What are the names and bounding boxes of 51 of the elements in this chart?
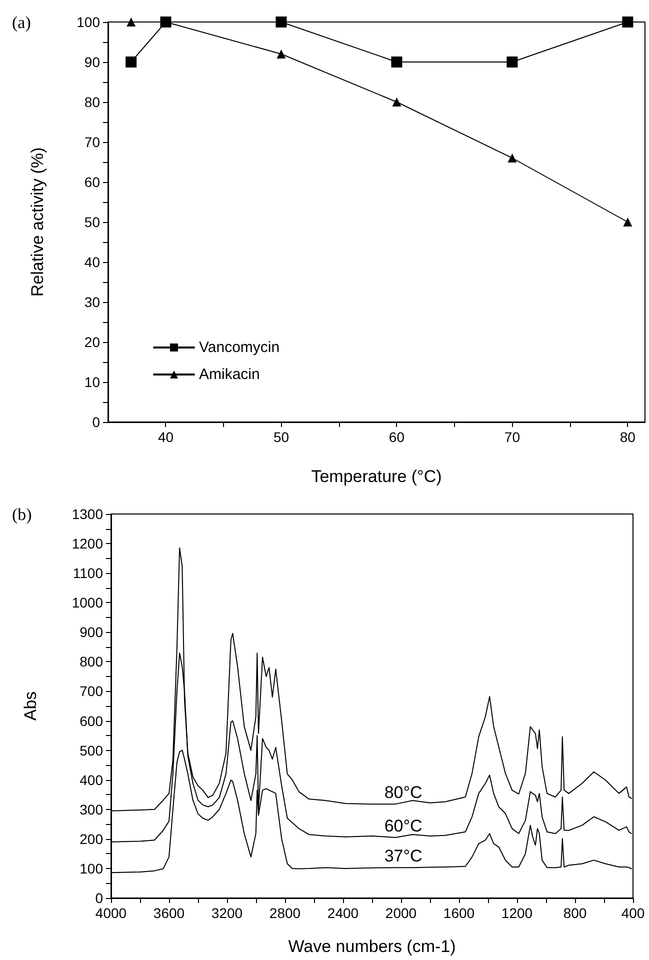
y-tick-label: 20 — [84, 334, 100, 350]
legend-label: Vancomycin — [199, 339, 280, 356]
y-tick-label: 0 — [95, 890, 104, 906]
x-axis-title: Wave numbers (cm-1) — [288, 937, 456, 956]
x-tick-label: 2400 — [327, 905, 359, 921]
y-tick-label: 80 — [84, 94, 100, 110]
y-tick-label: 1300 — [72, 506, 104, 522]
x-tick-label: 70 — [504, 429, 520, 445]
y-tick-label: 40 — [84, 254, 100, 270]
y-tick-label: 600 — [80, 712, 104, 729]
x-tick-label: 400 — [621, 905, 645, 921]
x-axis-title: Temperature (°C) — [311, 467, 442, 486]
series-label: 60°C — [384, 816, 422, 836]
text: (a) — [12, 13, 31, 32]
y-tick-label: 60 — [84, 174, 100, 190]
y-tick-label: 1200 — [72, 536, 104, 552]
y-tick-label: 900 — [80, 624, 104, 640]
y-tick-label: 800 — [80, 654, 104, 670]
y-tick-label: 10 — [84, 374, 100, 390]
text: (b) — [12, 505, 32, 524]
x-tick-label: 4000 — [95, 905, 127, 921]
x-tick-label: 3200 — [211, 905, 243, 921]
y-tick-label: 300 — [80, 801, 104, 818]
y-tick-label: 0 — [92, 414, 100, 430]
x-tick-label: 50 — [273, 429, 290, 445]
x-tick-label: 40 — [158, 429, 174, 445]
x-tick-label: 2800 — [269, 905, 301, 921]
y-tick-label: 70 — [84, 134, 100, 150]
x-tick-label: 3600 — [153, 905, 185, 921]
y-tick-label: 700 — [80, 683, 104, 700]
x-tick-label: 1600 — [443, 905, 475, 921]
y-axis-title: Abs — [21, 691, 40, 721]
series-label: 37°C — [384, 846, 422, 866]
x-tick-label: 1200 — [501, 905, 533, 921]
legend-label: Amikacin — [199, 366, 260, 383]
y-tick-label: 1000 — [72, 594, 104, 611]
y-tick-label: 1100 — [72, 565, 104, 582]
x-tick-label: 2000 — [385, 905, 417, 921]
y-tick-label: 30 — [84, 294, 100, 310]
y-axis-title: Relative activity (%) — [28, 147, 47, 297]
y-tick-label: 50 — [84, 214, 100, 230]
y-tick-label: 500 — [80, 742, 104, 758]
y-tick-label: 200 — [80, 830, 104, 847]
y-tick-label: 100 — [76, 14, 100, 30]
y-tick-label: 400 — [80, 772, 104, 788]
y-tick-label: 100 — [80, 860, 104, 876]
series-label: 80°C — [384, 783, 422, 802]
x-tick-label: 800 — [563, 905, 587, 921]
x-tick-label: 60 — [388, 429, 405, 445]
y-tick-label: 90 — [84, 54, 100, 70]
x-tick-label: 80 — [620, 429, 636, 445]
